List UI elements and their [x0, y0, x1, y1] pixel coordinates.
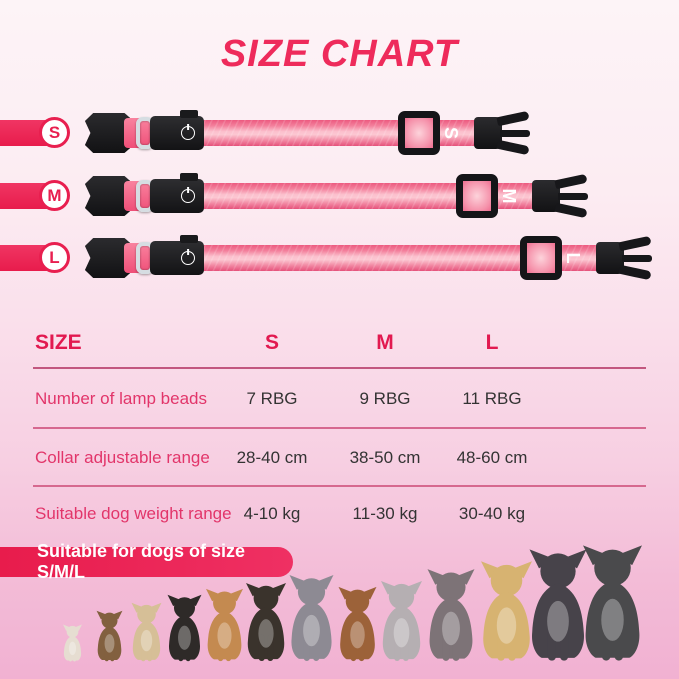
dog-silhouette [62, 624, 82, 662]
power-icon [181, 126, 195, 140]
dog-husky [517, 548, 599, 662]
collar-row-m: M M [0, 168, 679, 224]
dog-chihuahua [59, 624, 86, 662]
clasp-prong [622, 254, 652, 262]
table-cell: 11-30 kg [352, 504, 418, 523]
dog-silhouette [167, 594, 201, 662]
table-header-col-m: M [376, 331, 394, 354]
dog-silhouette [96, 610, 122, 662]
table-header-col-s: S [264, 331, 279, 354]
clasp-prong [500, 129, 530, 137]
table-cell: 7 RBG [246, 389, 298, 408]
table-cell: 9 RBG [359, 389, 411, 408]
strap-keeper [180, 173, 198, 181]
dog-silhouette [246, 582, 286, 662]
dog-silhouette [380, 580, 422, 662]
table-row-label: Collar adjustable range [35, 448, 210, 467]
dogs-row [0, 539, 679, 679]
tri-glide-slider [398, 111, 440, 155]
strap-size-letter: L [563, 252, 583, 264]
suitability-banner: Suitable for dogs of size S/M/L [0, 541, 293, 582]
dog-husky-puppy [372, 580, 431, 662]
table-cell: 4-10 kg [243, 504, 301, 523]
size-badge-label: S [48, 122, 61, 142]
buckle-icon [84, 238, 130, 278]
table-row-divider [33, 485, 646, 487]
dog-brown-puppy [330, 586, 385, 662]
dog-shiba-inu [237, 582, 295, 662]
dog-silhouette [131, 602, 161, 662]
strap-keeper [180, 110, 198, 118]
size-badge-l: L [39, 242, 70, 273]
clasp-prong [496, 139, 530, 156]
clasp-prong [496, 110, 530, 127]
table-row-label: Suitable dog weight range [35, 504, 232, 523]
size-badge-m: M [39, 180, 70, 211]
dog-silhouette [480, 561, 532, 661]
buckle-icon [84, 113, 130, 153]
dog-pit-bull [417, 568, 485, 662]
clasp-prong [554, 173, 588, 190]
clasp-prong [618, 264, 652, 281]
dog-silhouette [427, 569, 475, 661]
table-row-divider [33, 427, 646, 429]
collar-row-l: L L [0, 230, 679, 286]
table-header-divider [33, 367, 646, 369]
suitability-banner-label: Suitable for dogs of size S/M/L [37, 541, 246, 582]
strap-size-letter: S [441, 126, 461, 139]
size-badge-label: M [47, 185, 62, 205]
table-cell: 48-60 cm [456, 448, 528, 467]
dog-yorkshire-terrier [91, 610, 128, 662]
power-icon [181, 189, 195, 203]
table-header-col-l: L [485, 331, 499, 354]
size-badge-label: L [49, 247, 60, 267]
power-icon [181, 251, 195, 265]
dog-beagle [198, 588, 251, 662]
control-box [150, 116, 204, 150]
dog-great-dane [570, 544, 655, 662]
table-row-label: Number of lamp beads [35, 389, 207, 408]
dog-boston-terrier [160, 594, 209, 662]
dog-shih-tzu [125, 602, 168, 662]
clasp-prong [558, 192, 588, 200]
dog-silhouette [338, 586, 376, 662]
control-box [150, 241, 204, 275]
clasp-prong [554, 202, 588, 219]
dog-silhouette [289, 575, 333, 661]
strap-size-letter: M [499, 188, 519, 204]
buckle-icon [84, 176, 130, 216]
table-cell: 11 RBG [462, 389, 522, 408]
size-badge-s: S [39, 117, 70, 148]
control-box [150, 179, 204, 213]
collar-row-s: S S [0, 105, 679, 161]
table-header-size: SIZE [35, 331, 82, 354]
table-cell: 38-50 cm [349, 448, 421, 467]
page-title: SIZE CHART [220, 33, 459, 75]
table-cell: 28-40 cm [236, 448, 308, 467]
table-cell: 30-40 kg [458, 504, 526, 523]
dog-silhouette [205, 588, 243, 662]
tri-glide-slider [520, 236, 562, 280]
dog-english-spaniel [280, 574, 343, 662]
dog-silhouette [529, 549, 587, 661]
clasp-prong [618, 235, 652, 252]
strap-keeper [180, 235, 198, 243]
tri-glide-slider [456, 174, 498, 218]
dog-silhouette [582, 545, 642, 661]
dog-golden-retriever [470, 560, 543, 662]
